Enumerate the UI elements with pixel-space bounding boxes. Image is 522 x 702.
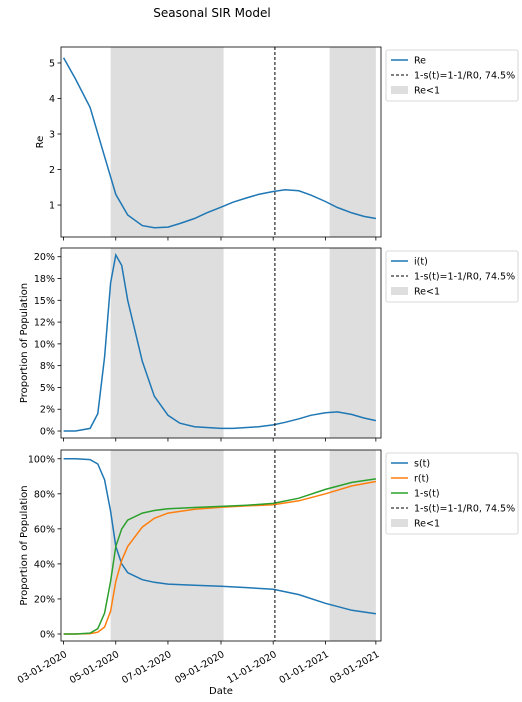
series-line-Re: [62, 57, 377, 229]
y-tick-label: 18%: [34, 274, 55, 285]
y-tick-label: 80%: [34, 489, 55, 500]
y-tick-label: 1: [49, 201, 55, 212]
panel-bottom: 0% 20% 40% 60% 80% 100% Proportion of Populati…: [19, 449, 519, 645]
legend-swatch-shade: [391, 287, 408, 295]
legend-swatch-shade: [391, 519, 408, 527]
x-tick-label: 11-01-2020: [225, 649, 278, 686]
figure-title: Seasonal SIR Model: [153, 6, 270, 20]
x-axis-label: Date: [209, 686, 233, 697]
y-tick-label: 100%: [28, 454, 55, 465]
legend-label: 1-s(t)=1-1/R0, 74.5%: [414, 272, 515, 283]
legend-label: s(t): [414, 459, 430, 470]
y-tick-label: 3: [49, 130, 55, 141]
legend-swatch-shade: [391, 86, 408, 94]
legend-label: Re<1: [414, 519, 440, 530]
y-tick-label: 20%: [34, 594, 55, 605]
y-tick-label: 0%: [40, 427, 55, 438]
y-tick-label: 15%: [34, 296, 55, 307]
x-tick-label: 05-01-2020: [68, 649, 121, 686]
y-tick-label: 12%: [34, 318, 55, 329]
legend-box: [385, 49, 519, 102]
panel-top: 1 2 3 4 5 Re Re 1-s(t)=1-1/R0, 74.5% Re<1: [35, 46, 519, 241]
y-tick-label: 2%: [40, 405, 55, 416]
shaded-region: [329, 248, 376, 438]
x-tick-label: 01-01-2021: [278, 649, 331, 686]
y-axis-label: Proportion of Population: [19, 283, 30, 403]
y-tick-label: 10%: [34, 339, 55, 350]
y-tick-label: 0%: [40, 629, 55, 640]
panel-middle: 0% 2% 5% 8% 10% 12% 15% 18% 20% Proportion of Pop…: [19, 247, 519, 442]
series-line-r(t): [63, 480, 377, 635]
y-tick-label: 5: [49, 58, 55, 69]
legend-label: 1-s(t): [414, 489, 440, 500]
panels: 1 2 3 4 5 Re Re 1-s(t)=1-1/R0, 74.5% Re<1 0% 2% 5% 8…: [19, 46, 519, 645]
y-tick-label: 20%: [34, 252, 55, 263]
legend-label: Re<1: [414, 287, 440, 298]
legend-label: i(t): [414, 257, 428, 268]
y-tick-label: 60%: [34, 524, 55, 535]
y-tick-label: 4: [49, 94, 55, 105]
y-axis-label: Proportion of Population: [19, 485, 30, 605]
legend-box: [385, 452, 519, 535]
x-tick-label: 03-01-2020: [16, 649, 69, 686]
legend-label: 1-s(t)=1-1/R0, 74.5%: [414, 71, 515, 82]
y-tick-label: 2: [49, 165, 55, 176]
y-tick-label: 8%: [40, 361, 55, 372]
series-line-i(t): [63, 252, 377, 432]
y-tick-label: 40%: [34, 559, 55, 570]
legend-label: 1-s(t)=1-1/R0, 74.5%: [414, 504, 515, 515]
legend-box: [385, 250, 519, 303]
x-tick-label: 09-01-2020: [173, 649, 226, 686]
shaded-region: [110, 450, 224, 641]
x-tick-label: 07-01-2020: [120, 649, 173, 686]
shaded-region: [110, 47, 224, 237]
shaded-region: [110, 248, 224, 438]
y-axis-label: Re: [35, 136, 46, 149]
y-tick-label: 5%: [40, 383, 55, 394]
legend-label: Re: [414, 56, 426, 67]
legend-label: r(t): [414, 474, 429, 485]
x-tick-label: 03-01-2021: [328, 649, 381, 686]
series-line-1-s(t): [63, 478, 377, 635]
shaded-region: [329, 47, 376, 237]
legend-label: Re<1: [414, 86, 440, 97]
series-line-s(t): [63, 458, 377, 615]
